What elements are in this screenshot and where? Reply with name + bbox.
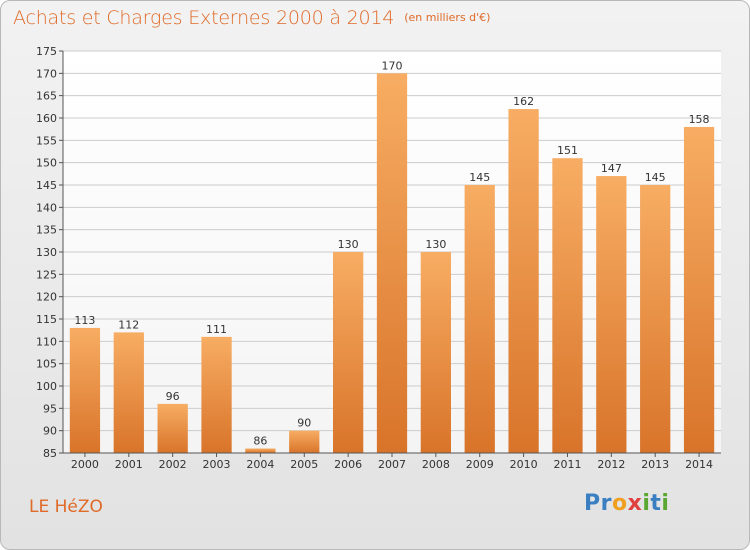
logo-letter: o: [611, 491, 628, 516]
data-label: 90: [297, 417, 311, 430]
x-tick-label: 2010: [510, 458, 538, 471]
x-tick-label: 2001: [115, 458, 143, 471]
unit-note: (en milliers d'€): [404, 11, 491, 24]
x-tick-label: 2005: [290, 458, 318, 471]
bar: [683, 126, 715, 453]
logo-letter: i: [642, 491, 651, 516]
logo-letter: x: [627, 491, 643, 516]
x-tick-label: 2008: [422, 458, 450, 471]
data-label: 145: [469, 171, 490, 184]
x-tick-label: 2012: [597, 458, 625, 471]
x-tick-label: 2014: [685, 458, 713, 471]
commune-name: LE HéZO: [29, 497, 103, 517]
x-tick-label: 2004: [246, 458, 274, 471]
y-tick-label: 95: [43, 402, 57, 415]
data-label: 111: [206, 323, 227, 336]
y-tick-label: 115: [36, 313, 57, 326]
x-tick-label: 2000: [71, 458, 99, 471]
y-tick-label: 90: [43, 425, 57, 438]
bar: [376, 73, 408, 453]
y-tick-label: 140: [36, 201, 57, 214]
proxiti-logo: Proxiti: [584, 491, 669, 516]
bar: [508, 109, 539, 454]
x-tick-label: 2006: [334, 458, 362, 471]
y-tick-label: 150: [36, 157, 57, 170]
bar: [552, 158, 583, 453]
data-label: 130: [425, 238, 446, 251]
bar: [640, 185, 671, 453]
data-label: 147: [601, 162, 622, 175]
data-label: 112: [118, 318, 139, 331]
y-tick-label: 130: [36, 246, 57, 259]
bar: [113, 332, 144, 453]
logo-letter: P: [584, 491, 601, 516]
bar: [332, 252, 364, 453]
x-tick-label: 2003: [203, 458, 231, 471]
data-label: 151: [557, 144, 578, 157]
chart-title: Achats et Charges Externes 2000 à 2014 (e…: [13, 7, 490, 29]
y-tick-label: 170: [36, 67, 57, 80]
data-label: 86: [253, 435, 267, 448]
y-tick-label: 165: [36, 90, 57, 103]
y-tick-label: 125: [36, 268, 57, 281]
y-tick-label: 120: [36, 291, 57, 304]
data-label: 96: [166, 390, 180, 403]
bar: [69, 327, 101, 453]
bar: [464, 185, 495, 453]
y-tick-label: 85: [43, 447, 57, 460]
bar: [245, 448, 276, 453]
logo-letter: t: [650, 491, 662, 516]
data-label: 162: [513, 95, 534, 108]
y-tick-label: 160: [36, 112, 57, 125]
y-tick-label: 145: [36, 179, 57, 192]
data-label: 170: [382, 59, 403, 72]
y-tick-label: 175: [36, 45, 57, 58]
data-label: 130: [338, 238, 359, 251]
y-tick-label: 155: [36, 134, 57, 147]
logo-letter: r: [600, 491, 612, 516]
y-tick-label: 105: [36, 358, 57, 371]
bar: [201, 336, 232, 453]
bar: [289, 430, 320, 453]
data-label: 158: [689, 113, 710, 126]
bar: [420, 252, 452, 453]
y-tick-label: 110: [36, 335, 57, 348]
x-tick-label: 2002: [159, 458, 187, 471]
data-label: 113: [74, 314, 95, 327]
y-tick-label: 100: [36, 380, 57, 393]
x-tick-label: 2013: [641, 458, 669, 471]
bar: [596, 176, 627, 454]
title-text: Achats et Charges Externes 2000 à 2014: [13, 7, 395, 29]
data-label: 145: [645, 171, 666, 184]
logo-letter: i: [661, 491, 670, 516]
x-tick-label: 2011: [553, 458, 581, 471]
x-tick-label: 2007: [378, 458, 406, 471]
bar: [157, 403, 188, 453]
y-tick-label: 135: [36, 224, 57, 237]
x-tick-label: 2009: [466, 458, 494, 471]
